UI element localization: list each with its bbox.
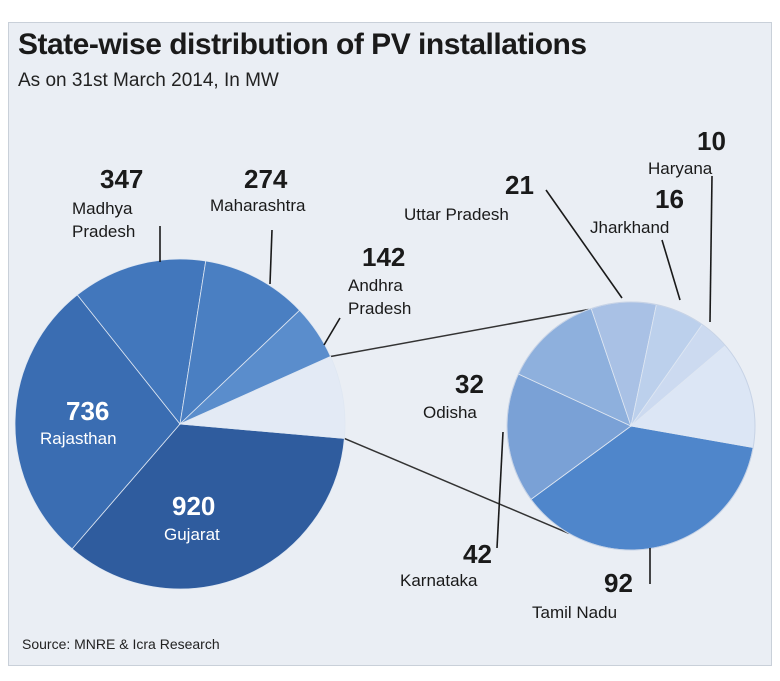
slice-rajasthan [14, 294, 181, 550]
label-value-jharkhand: 16 [655, 184, 684, 214]
label-name-andhra-pradesh-1: Andhra [348, 276, 403, 295]
label-name-jharkhand: Jharkhand [590, 218, 669, 237]
label-name-uttar-pradesh: Uttar Pradesh [404, 205, 509, 224]
label-value-madhya-pradesh: 347 [100, 164, 143, 194]
leader-jharkhand [661, 239, 681, 301]
label-value-haryana: 10 [697, 126, 726, 156]
label-name-karnataka: Karnataka [400, 571, 478, 590]
leader-uttar-pradesh [545, 189, 623, 299]
label-name-gujarat: Gujarat [164, 525, 220, 544]
label-name-madhya-pradesh-1: Madhya [72, 199, 133, 218]
label-name-tamil-nadu: Tamil Nadu [532, 603, 617, 622]
label-value-uttar-pradesh: 21 [505, 170, 534, 200]
label-name-haryana: Haryana [648, 159, 713, 178]
label-value-andhra-pradesh: 142 [362, 242, 405, 272]
label-value-odisha: 32 [455, 369, 484, 399]
slice-gujarat [71, 423, 345, 590]
breakout-pie-outline [506, 301, 756, 551]
slice-madhya-pradesh [76, 258, 207, 425]
chart-subtitle: As on 31st March 2014, In MW [18, 70, 279, 91]
connector-top [330, 308, 589, 358]
leader-maharashtra [269, 229, 273, 285]
slice-others [178, 356, 346, 439]
label-name-odisha: Odisha [423, 403, 477, 422]
main-pie [14, 258, 346, 590]
source-note: Source: MNRE & Icra Research [22, 636, 220, 652]
label-value-gujarat: 920 [172, 491, 215, 521]
leader-karnataka [496, 431, 504, 549]
leader-haryana [709, 175, 713, 323]
label-name-andhra-pradesh-2: Pradesh [348, 299, 411, 318]
breakout-connectors [330, 308, 589, 535]
leader-andhra-pradesh [323, 317, 341, 346]
leader-lines [159, 175, 713, 584]
label-value-rajasthan: 736 [66, 396, 109, 426]
label-value-tamil-nadu: 92 [604, 568, 633, 598]
label-value-maharashtra: 274 [244, 164, 288, 194]
chart-title: State-wise distribution of PV installati… [18, 28, 587, 61]
slice-maharashtra [179, 260, 301, 426]
label-value-karnataka: 42 [463, 539, 492, 569]
label-name-maharashtra: Maharashtra [210, 196, 306, 215]
breakout-pie [506, 301, 756, 551]
connector-bottom [344, 437, 570, 535]
label-name-rajasthan: Rajasthan [40, 429, 117, 448]
label-name-madhya-pradesh-2: Pradesh [72, 222, 135, 241]
